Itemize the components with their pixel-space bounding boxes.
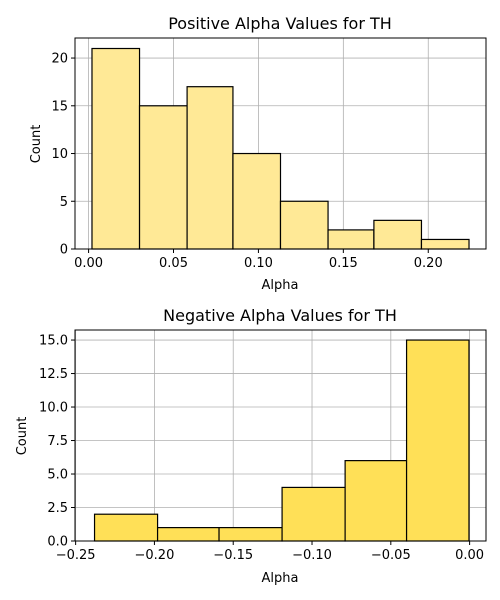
x-tick-label: −0.10	[292, 548, 332, 563]
x-tick-label: 0.20	[414, 256, 443, 271]
chart-title: Negative Alpha Values for TH	[163, 306, 397, 325]
x-tick-label: −0.05	[371, 548, 411, 563]
histogram-bar	[232, 152, 282, 250]
y-tick-label: 0	[60, 243, 68, 258]
bars	[91, 47, 470, 250]
y-tick-label: 10.0	[39, 401, 68, 416]
y-tick-label: 10	[51, 147, 68, 162]
histogram-bar	[281, 486, 346, 542]
axes-frame	[74, 329, 487, 542]
y-tick-label: 0.0	[47, 535, 68, 550]
histogram-bar	[405, 339, 470, 542]
y-axis-label: Count	[29, 125, 44, 164]
y-tick-label: 5.0	[47, 468, 68, 483]
x-tick-label: 0.00	[74, 256, 103, 271]
x-tick-label: 0.15	[329, 256, 358, 271]
histogram-bar	[373, 219, 423, 250]
x-axis-label: Alpha	[262, 278, 299, 293]
histogram-bar	[186, 86, 234, 250]
y-ticks: 0.0 2.5 5.0 7.5 10.0 12.5 15.0	[39, 334, 75, 550]
x-tick-label: 0.10	[244, 256, 273, 271]
histogram-bar	[218, 527, 283, 542]
negative-alpha-panel: Negative Alpha Values for TH −0.25 −0.20−…	[15, 306, 487, 586]
y-tick-label: 2.5	[47, 501, 68, 516]
y-axis-label: Count	[15, 417, 30, 456]
x-ticks: −0.25 −0.20 −0.15 −0.10 −0.05 0.00	[56, 541, 484, 563]
x-tick-label: 0.00	[455, 548, 484, 563]
histogram-bar	[420, 238, 470, 250]
x-tick-label: −0.20	[135, 548, 175, 563]
histogram-bar	[93, 513, 159, 542]
positive-alpha-panel: Positive Alpha Values for TH 0.00 0.05 0.1…	[29, 14, 487, 293]
y-tick-label: 12.5	[39, 367, 68, 382]
x-tick-label: −0.15	[213, 548, 253, 563]
histogram-bar	[279, 200, 329, 250]
bars	[93, 339, 470, 542]
histogram-bar	[138, 105, 188, 250]
y-ticks: 0 5 10 15 20	[51, 52, 75, 258]
y-tick-label: 15.0	[39, 334, 68, 349]
histogram-bar	[91, 47, 141, 250]
histogram-bar	[344, 460, 408, 542]
x-axis-label: Alpha	[262, 571, 299, 586]
y-tick-label: 7.5	[47, 434, 68, 449]
histogram-bar	[156, 527, 220, 542]
histogram-bar	[327, 229, 375, 250]
x-tick-label: 0.05	[159, 256, 188, 271]
x-ticks: 0.00 0.05 0.10 0.15 0.20	[74, 249, 443, 271]
x-tick-label: −0.25	[56, 548, 96, 563]
axes-frame	[74, 37, 487, 250]
y-tick-label: 5	[60, 195, 68, 210]
y-tick-label: 20	[51, 52, 68, 67]
y-tick-label: 15	[51, 99, 68, 114]
chart-title: Positive Alpha Values for TH	[168, 14, 392, 33]
